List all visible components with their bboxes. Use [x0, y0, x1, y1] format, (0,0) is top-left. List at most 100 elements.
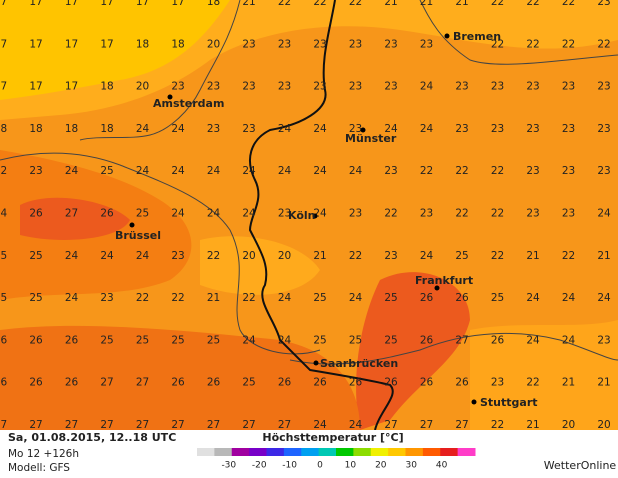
temperature: 25: [384, 292, 397, 304]
temperature: 25: [313, 334, 326, 346]
colorbar-segment: [318, 448, 337, 456]
temperature: 24: [136, 165, 150, 177]
temperature: 27: [0, 419, 7, 431]
temperature: 22: [455, 165, 468, 177]
temperature: 26: [65, 334, 79, 346]
temperature: 24: [278, 292, 292, 304]
temperature: 23: [207, 81, 220, 93]
temperature: 26: [349, 377, 363, 389]
colorbar-tick: -20: [252, 461, 267, 471]
temperature: 17: [65, 0, 78, 8]
temperature: 24: [136, 250, 150, 262]
temperature: 26: [29, 208, 43, 220]
temperature: 25: [384, 334, 397, 346]
temperature: 27: [65, 419, 78, 431]
temperature: 25: [136, 334, 149, 346]
colorbar-tick: 40: [436, 461, 448, 471]
temperature: 23: [455, 123, 468, 135]
temperature: 27: [455, 334, 468, 346]
temperature: 23: [491, 377, 504, 389]
model: Modell: GFS: [8, 462, 70, 474]
temperature: 17: [100, 0, 113, 8]
temperature: 24: [313, 123, 327, 135]
temperature: 27: [420, 419, 433, 431]
temperature: 24: [171, 165, 185, 177]
temperature: 18: [65, 123, 78, 135]
temperature: 24: [65, 165, 79, 177]
temperature: 23: [313, 81, 326, 93]
city-label: Stuttgart: [480, 396, 538, 409]
city-dot: [129, 222, 135, 228]
temperature: 23: [313, 38, 326, 50]
temperature: 23: [349, 208, 362, 220]
temperature: 23: [171, 250, 184, 262]
country-border: [248, 0, 394, 431]
colorbar-tick: 20: [375, 461, 387, 471]
temperature: 26: [0, 334, 7, 346]
temperature: 26: [29, 334, 43, 346]
temperature: 23: [349, 81, 362, 93]
temperature: 21: [597, 377, 610, 389]
temperature: 21: [313, 250, 326, 262]
temperature: 22: [349, 0, 362, 8]
colorbar-segment: [405, 448, 424, 456]
temperature: 23: [597, 123, 610, 135]
temperature: 21: [207, 292, 220, 304]
temperature: 17: [0, 0, 7, 8]
temperature: 26: [278, 377, 292, 389]
temperature: 22: [313, 0, 326, 8]
temperature: 27: [171, 419, 184, 431]
temperature: 25: [313, 292, 326, 304]
temperature: 17: [171, 0, 184, 8]
temperature: 24: [207, 208, 221, 220]
map-fill: [0, 0, 618, 430]
borders: [0, 0, 618, 365]
colorbar-segment: [370, 448, 389, 456]
temperature: 24: [526, 334, 540, 346]
temperature: 22: [526, 38, 539, 50]
temperature: 21: [597, 250, 610, 262]
temperature: 27: [384, 419, 397, 431]
temperature: 24: [349, 419, 363, 431]
temperature: 22: [171, 292, 184, 304]
temperature: 21: [242, 0, 255, 8]
temperature: 24: [526, 292, 540, 304]
temperature: 26: [29, 377, 43, 389]
temperature: 25: [100, 334, 113, 346]
temperature: 26: [420, 292, 434, 304]
city-label: Münster: [345, 132, 397, 145]
temperature: 24: [349, 292, 363, 304]
temperature: 22: [526, 377, 539, 389]
colorbar-segment: [301, 448, 320, 456]
temperature: 20: [136, 81, 149, 93]
colorbar-tick: 30: [405, 461, 417, 471]
temperature: 17: [29, 38, 42, 50]
temperature: 23: [526, 208, 539, 220]
city-dot: [360, 127, 366, 133]
city-label: Köln: [288, 209, 316, 222]
temperature: 27: [65, 208, 78, 220]
temperature: 26: [313, 377, 327, 389]
temperature: 17: [100, 38, 113, 50]
colorbar-segment: [197, 448, 215, 456]
temperature: 21: [526, 419, 539, 431]
temperature: 24: [242, 165, 256, 177]
temperature: 17: [65, 81, 78, 93]
temperature: 24: [313, 165, 327, 177]
temperature: 23: [597, 0, 610, 8]
temperature: 27: [136, 419, 149, 431]
temperature: 24: [597, 208, 611, 220]
temperature: 23: [29, 165, 42, 177]
temperature: 26: [420, 377, 434, 389]
temperature: 23: [278, 38, 291, 50]
temperature: 22: [491, 165, 504, 177]
temperature: 23: [562, 208, 575, 220]
temperature: 24: [420, 81, 434, 93]
temperature: 23: [207, 123, 220, 135]
temperature: 18: [100, 81, 113, 93]
city-label: Frankfurt: [415, 274, 473, 287]
temperature: 25: [0, 250, 7, 262]
temperature: 23: [242, 81, 255, 93]
temperature: 25: [171, 334, 184, 346]
brand: WetterOnline: [544, 459, 617, 472]
